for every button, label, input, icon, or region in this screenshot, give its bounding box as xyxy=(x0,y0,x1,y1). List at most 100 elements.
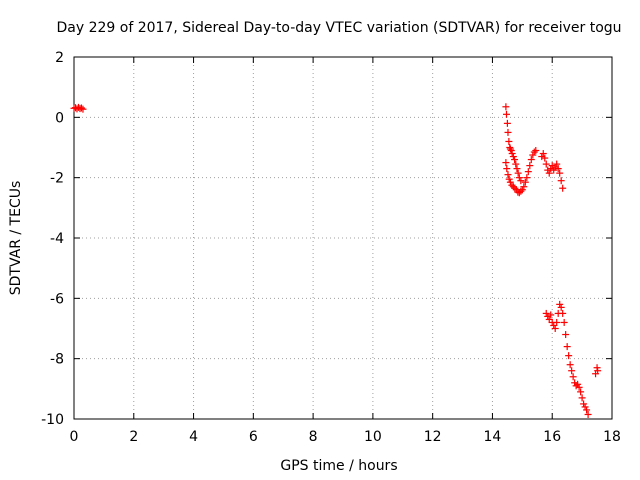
data-point xyxy=(544,166,552,174)
y-tick-label: -8 xyxy=(50,352,64,368)
data-point xyxy=(553,318,561,326)
data-point xyxy=(518,186,526,194)
data-point xyxy=(581,403,589,411)
x-axis: 0 2 4 6 8 10 12 14 16 18 xyxy=(70,57,621,445)
x-tick-label: 2 xyxy=(129,429,138,445)
data-point xyxy=(539,150,547,158)
data-point xyxy=(551,325,559,332)
data-point xyxy=(503,119,511,127)
data-point xyxy=(584,410,592,418)
data-point xyxy=(511,156,519,164)
data-point xyxy=(548,162,556,170)
data-point xyxy=(527,156,535,164)
data-point xyxy=(545,169,553,177)
data-point xyxy=(530,148,538,156)
data-point xyxy=(560,318,568,326)
data-point xyxy=(504,128,512,136)
data-point xyxy=(544,312,552,320)
data-point xyxy=(507,147,515,155)
data-point xyxy=(515,189,523,197)
data-point xyxy=(502,159,510,167)
y-tick-label: -2 xyxy=(50,171,64,187)
x-axis-label: GPS time / hours xyxy=(280,458,397,474)
data-point xyxy=(563,343,571,351)
data-point xyxy=(578,394,586,402)
data-point xyxy=(532,147,540,155)
data-point xyxy=(557,177,565,185)
data-point xyxy=(79,105,87,113)
x-tick-label: 4 xyxy=(189,429,198,445)
data-point xyxy=(506,178,514,186)
data-point xyxy=(512,160,520,168)
x-tick-label: 12 xyxy=(424,429,442,445)
data-point xyxy=(562,331,570,339)
data-point xyxy=(559,309,567,317)
x-tick-label: 14 xyxy=(484,429,502,445)
data-point xyxy=(524,168,532,176)
data-point xyxy=(506,145,514,153)
y-tick-label: -10 xyxy=(41,412,64,428)
series-end xyxy=(592,364,602,378)
data-point xyxy=(529,151,537,159)
x-tick-label: 16 xyxy=(543,429,561,445)
data-point xyxy=(502,103,510,111)
data-point xyxy=(509,153,517,161)
data-point xyxy=(556,300,564,308)
x-tick-label: 18 xyxy=(603,429,621,445)
data-point xyxy=(559,184,567,192)
data-point xyxy=(556,169,564,177)
data-point xyxy=(545,315,553,323)
data-point xyxy=(513,165,521,173)
x-tick-label: 0 xyxy=(70,429,79,445)
data-point xyxy=(523,174,531,182)
data-point xyxy=(520,183,528,191)
data-point xyxy=(74,103,82,111)
data-point xyxy=(526,162,534,170)
data-point xyxy=(508,181,516,189)
data-point xyxy=(594,367,602,375)
y-axis: -10 -8 -6 -4 -2 0 2 xyxy=(41,50,612,428)
series-start xyxy=(70,103,87,113)
y-tick-label: 0 xyxy=(55,110,64,126)
data-point xyxy=(502,110,510,118)
y-tick-label: -4 xyxy=(50,231,64,247)
data-point xyxy=(503,165,511,173)
chart-title: Day 229 of 2017, Sidereal Day-to-day VTE… xyxy=(56,20,621,36)
series-arc-14h-branch xyxy=(502,147,540,197)
data-point xyxy=(575,383,583,391)
data-point xyxy=(70,104,78,112)
y-tick-label: -6 xyxy=(50,291,64,307)
data-point xyxy=(508,150,516,158)
series-arc-15.8h-low xyxy=(542,300,592,418)
data-point xyxy=(550,321,558,329)
data-point xyxy=(550,166,558,174)
data-point xyxy=(551,163,559,171)
data-point xyxy=(557,303,565,311)
data-points xyxy=(70,103,602,418)
data-point xyxy=(566,361,574,369)
data-point xyxy=(572,382,580,390)
x-tick-label: 8 xyxy=(309,429,318,445)
y-tick-label: 2 xyxy=(55,50,64,66)
data-point xyxy=(514,169,522,177)
data-point xyxy=(583,406,591,414)
data-point xyxy=(77,104,85,112)
data-point xyxy=(538,153,546,161)
grid-lines xyxy=(74,57,612,419)
data-point xyxy=(542,309,550,317)
data-point xyxy=(511,184,519,192)
data-point xyxy=(514,188,522,196)
data-point xyxy=(577,388,585,396)
x-tick-label: 6 xyxy=(249,429,258,445)
data-point xyxy=(517,177,525,185)
data-point xyxy=(571,379,579,387)
data-point xyxy=(565,352,573,360)
data-point xyxy=(547,165,555,173)
data-point xyxy=(541,154,549,162)
series-arc-15.7h xyxy=(538,150,567,192)
data-point xyxy=(568,367,576,375)
series-arc-14h-descent xyxy=(502,103,525,185)
data-point xyxy=(517,187,525,195)
data-point xyxy=(509,183,517,191)
